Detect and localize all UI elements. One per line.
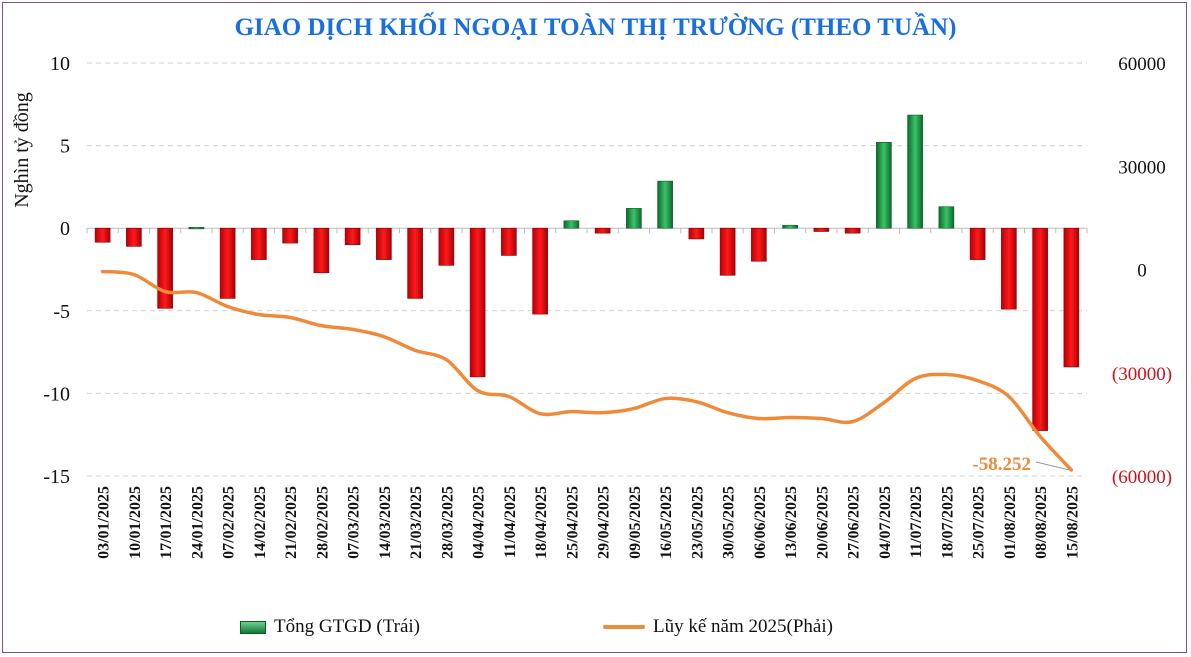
annotation-label: -58.252 [972,454,1031,475]
x-tick-label: 20/06/2025 [814,486,831,559]
bar [563,220,580,229]
x-tick-label: 18/07/2025 [939,486,956,559]
x-tick-label: 28/03/2025 [439,486,456,559]
bar [626,208,642,229]
y-tick-label: 5 [60,136,70,158]
bar [782,224,798,229]
y-axis-title: Nghìn tỷ đồng [11,92,33,208]
bar [907,114,923,229]
x-tick-label: 16/05/2025 [658,486,675,559]
bar [844,227,861,234]
x-tick-label: 10/01/2025 [127,486,144,559]
x-tick-label: 17/01/2025 [158,486,175,559]
bar [657,180,673,229]
x-tick-label: 29/04/2025 [596,486,613,559]
x-tick-label: 28/02/2025 [314,486,331,559]
y2-tick-label: (30000) [1112,364,1172,385]
x-tick-label: 14/03/2025 [377,486,394,559]
y2-tick-label: (60000) [1112,467,1172,488]
legend-label-bar: Tổng GTGD (Trái) [274,616,421,637]
bar [532,227,548,315]
bar [469,227,486,378]
y-tick-label: -15 [43,466,70,488]
x-tick-label: 25/07/2025 [971,486,988,559]
x-tick-label: 03/01/2025 [96,486,113,559]
legend-label-line: Lũy kế năm 2025(Phải) [653,616,833,637]
bar [282,227,298,244]
bar [251,227,267,260]
x-tick-label: 18/04/2025 [533,486,550,559]
legend-item-line: Lũy kế năm 2025(Phải) [603,616,833,638]
bar [94,227,111,243]
x-tick-label: 30/05/2025 [721,486,738,559]
x-tick-label: 25/04/2025 [564,486,581,559]
legend-swatch-bar [240,620,266,634]
x-tick-label: 24/01/2025 [189,486,206,559]
legend-swatch-line [603,625,645,629]
x-tick-label: 23/05/2025 [689,486,706,559]
y-tick-label: 0 [60,218,70,240]
x-tick-label: 07/03/2025 [346,486,363,559]
y-tick-label: -5 [53,301,70,323]
bar [344,227,361,246]
bar [376,227,392,260]
bar [876,141,892,229]
x-tick-label: 13/06/2025 [783,486,800,559]
x-tick-label: 06/06/2025 [752,486,769,559]
x-tick-label: 08/08/2025 [1033,486,1050,559]
x-tick-label: 04/07/2025 [877,486,894,559]
y2-tick-label: 60000 [1118,54,1166,75]
x-tick-label: 01/08/2025 [1002,486,1019,559]
bar [219,227,236,299]
x-tick-label: 07/02/2025 [221,486,238,559]
x-tick-label: 11/07/2025 [908,486,925,558]
x-tick-label: 21/02/2025 [283,486,300,559]
y-tick-label: -10 [43,383,70,405]
bar [188,227,205,230]
bar [969,227,986,260]
x-tick-label: 14/02/2025 [252,486,269,559]
y2-tick-label: 30000 [1118,157,1166,178]
bar [407,227,423,299]
bar [688,227,705,240]
x-tick-label: 15/08/2025 [1064,486,1081,559]
bar [1063,227,1080,368]
bar [501,227,517,256]
y-tick-label: 10 [50,53,70,75]
bar [938,206,955,229]
bar [157,227,173,309]
bar [594,227,611,234]
x-tick-label: 04/04/2025 [471,486,488,559]
y2-tick-label: 0 [1137,261,1147,282]
legend-item-bars: Tổng GTGD (Trái) [240,616,420,638]
bar [751,227,767,262]
bar [313,227,330,274]
chart-title: GIAO DỊCH KHỐI NGOẠI TOÀN THỊ TRƯỜNG (TH… [234,14,957,41]
x-tick-label: 09/05/2025 [627,486,644,559]
x-tick-label: 21/03/2025 [408,486,425,559]
bar [813,227,830,232]
bar [438,227,455,266]
cumulative-line [100,269,1074,472]
x-tick-label: 11/04/2025 [502,486,519,558]
bar [719,227,736,276]
annotation-leader [1035,461,1070,471]
x-tick-label: 27/06/2025 [846,486,863,559]
bar [1032,227,1048,431]
bar [126,227,142,247]
bar [1001,227,1017,310]
